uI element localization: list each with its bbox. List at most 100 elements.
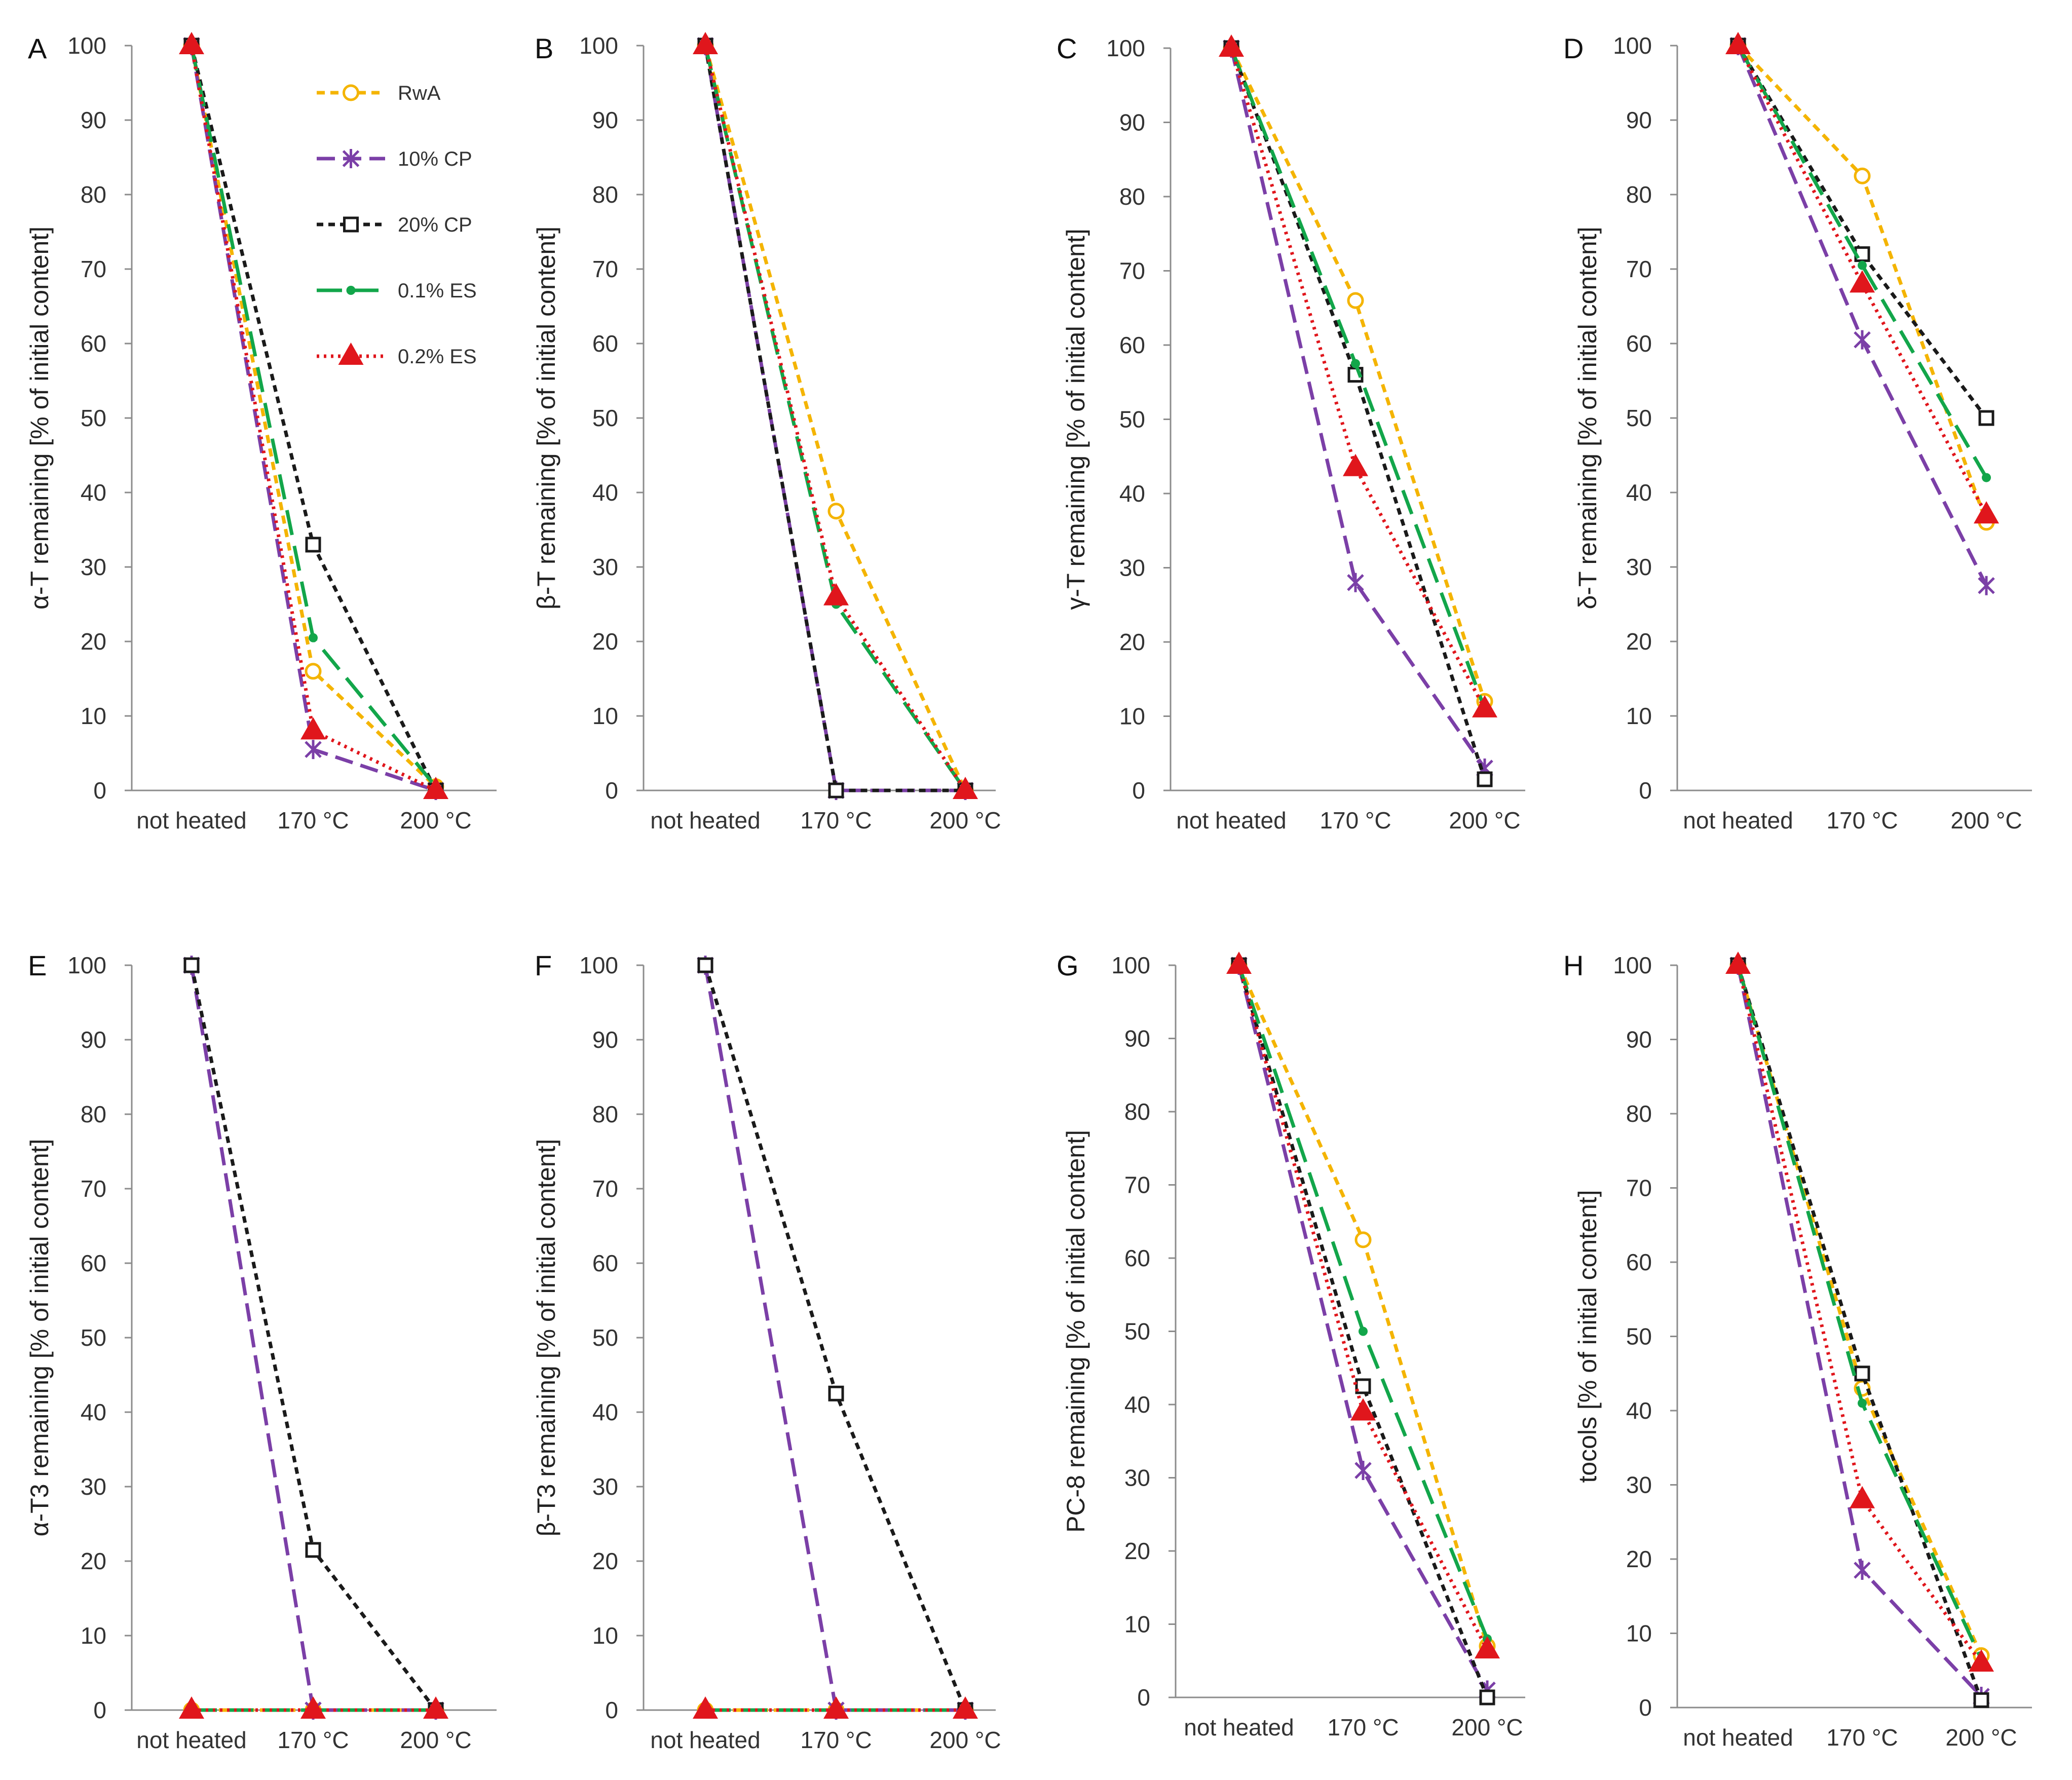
data-point-10-cp-170-c — [1854, 1560, 1871, 1580]
panel-letter: A — [28, 32, 47, 64]
series-0-2-es — [1725, 952, 1994, 1672]
panel-letter: D — [1563, 32, 1584, 64]
y-tick-label: 90 — [592, 107, 618, 133]
data-point-0-2-es-not-heated — [179, 1696, 204, 1719]
data-point-20-cp-170-c — [828, 1385, 844, 1402]
y-tick-label: 30 — [81, 554, 106, 580]
y-tick-label: 100 — [1111, 952, 1150, 978]
series-0-2-es — [1226, 952, 1500, 1659]
series-0-2-es — [1219, 34, 1497, 717]
y-tick-label: 0 — [1132, 777, 1145, 804]
y-tick-label: 70 — [1626, 1175, 1652, 1201]
series-10-cp — [183, 956, 444, 1720]
y-tick-label: 0 — [605, 1697, 618, 1723]
y-axis-title: PC-8 remaining [% of initial content] — [1062, 1130, 1090, 1533]
data-point-0-2-es-not-heated — [693, 1696, 718, 1719]
x-tick-label-170-c: 170 °C — [277, 807, 349, 834]
y-tick-label: 40 — [592, 479, 618, 506]
legend-label: 0.1% ES — [398, 280, 477, 302]
y-tick-label: 90 — [592, 1027, 618, 1053]
x-tick-label-not-heated: not heated — [136, 1727, 246, 1753]
legend-item-rwa: RwA — [317, 82, 441, 104]
data-point-0-2-es-200-c — [1475, 1636, 1500, 1659]
legend-marker-20-cp — [343, 216, 359, 233]
data-point-0-2-es-200-c — [423, 777, 448, 799]
y-tick-label: 60 — [592, 330, 618, 357]
y-tick-label: 90 — [1626, 107, 1652, 133]
y-tick-label: 10 — [592, 703, 618, 729]
y-tick-label: 0 — [1639, 777, 1652, 804]
y-axis-title: tocols [% of initial content] — [1573, 1190, 1602, 1483]
x-tick-label-200-c: 200 °C — [1449, 807, 1520, 834]
x-tick-label-not-heated: not heated — [1683, 807, 1793, 834]
legend-marker-rwa — [343, 84, 359, 101]
data-point-0-2-es-170-c — [1850, 1486, 1875, 1508]
legend-item-20-cp: 20% CP — [317, 214, 472, 236]
data-point-0-1-es-170-c — [1858, 260, 1867, 270]
data-point-0-2-es-170-c — [300, 1696, 326, 1719]
series-line-10-cp — [1229, 48, 1486, 770]
series-0-2-es — [1725, 32, 1999, 524]
series-10-cp — [1223, 39, 1493, 778]
x-tick-label-200-c: 200 °C — [400, 807, 471, 834]
y-tick-label: 30 — [1626, 1472, 1652, 1498]
y-tick-label: 70 — [592, 1176, 618, 1202]
data-point-10-cp-170-c — [305, 740, 322, 760]
series-line-0-2-es — [1736, 965, 1983, 1664]
panel-g: G 0 10 20 30 40 50 60 70 80 90 100 not heated 170 °C 2… — [1057, 950, 1525, 1740]
y-tick-label: 10 — [1626, 703, 1652, 729]
series-0-2-es — [693, 1696, 978, 1719]
legend-marker-0-2-es — [338, 343, 364, 365]
data-point-0-2-es-not-heated — [1725, 952, 1751, 974]
x-tick-label-200-c: 200 °C — [1451, 1714, 1523, 1740]
data-point-10-cp-170-c — [1347, 573, 1364, 592]
y-tick-label: 30 — [1124, 1465, 1150, 1491]
y-tick-label: 70 — [1626, 256, 1652, 282]
legend-label: 20% CP — [398, 214, 472, 236]
y-tick-label: 40 — [1626, 479, 1652, 506]
x-tick-label-170-c: 170 °C — [1320, 807, 1391, 834]
y-tick-label: 30 — [592, 1473, 618, 1500]
y-tick-label: 60 — [592, 1250, 618, 1276]
series-line-20-cp — [1237, 965, 1489, 1698]
data-point-20-cp-200-c — [1479, 1689, 1495, 1706]
y-tick-label: 20 — [81, 1548, 106, 1574]
y-tick-label: 40 — [592, 1399, 618, 1425]
y-tick-label: 50 — [81, 1324, 106, 1351]
y-tick-label: 30 — [592, 554, 618, 580]
x-tick-label-170-c: 170 °C — [800, 1727, 872, 1753]
y-tick-label: 0 — [93, 777, 106, 804]
legend-item-0-1-es: 0.1% ES — [317, 280, 477, 302]
series-line-10-cp — [1237, 965, 1489, 1691]
data-point-0-2-es-170-c — [823, 583, 849, 605]
panel-letter: G — [1057, 950, 1079, 981]
series-line-10-cp — [703, 45, 965, 792]
y-tick-label: 20 — [1124, 1538, 1150, 1564]
y-axis-title: α-T3 remaining [% of initial content] — [25, 1139, 54, 1537]
legend-marker-10-cp — [342, 149, 360, 168]
y-axis-title: δ-T remaining [% of initial content] — [1573, 226, 1602, 609]
data-point-20-cp-200-c — [1978, 410, 1994, 426]
data-point-20-cp-not-heated — [183, 957, 200, 973]
y-tick-label: 20 — [1626, 628, 1652, 655]
series-line-20-cp — [703, 45, 965, 792]
panel-h: H 0 10 20 30 40 50 60 70 80 90 100 not heated 170 °C 2… — [1563, 950, 2032, 1751]
series-line-10-cp — [190, 965, 436, 1712]
y-axis-title: γ-T remaining [% of initial content] — [1062, 229, 1090, 610]
x-tick-label-200-c: 200 °C — [400, 1727, 471, 1753]
data-point-10-cp-170-c — [1854, 330, 1871, 350]
y-tick-label: 100 — [1613, 32, 1652, 59]
y-tick-label: 40 — [81, 479, 106, 506]
y-tick-label: 40 — [1124, 1391, 1150, 1418]
y-tick-label: 0 — [1639, 1694, 1652, 1721]
legend-label: RwA — [398, 82, 441, 104]
y-tick-label: 30 — [81, 1473, 106, 1500]
y-tick-label: 20 — [1626, 1546, 1652, 1572]
y-tick-label: 80 — [1626, 1101, 1652, 1127]
series-line-10-cp — [1736, 45, 1988, 587]
panel-letter: B — [535, 32, 553, 64]
series-20-cp — [697, 37, 973, 799]
y-tick-label: 40 — [1119, 480, 1145, 507]
data-point-20-cp-170-c — [305, 537, 321, 553]
